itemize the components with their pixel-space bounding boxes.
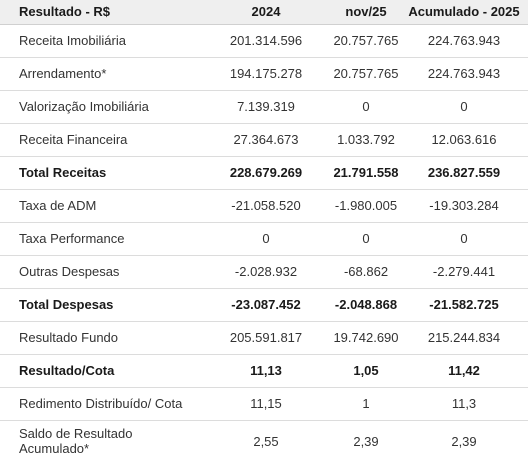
value-acumulado: 11,3	[451, 396, 477, 411]
value-2024: -21.058.520	[231, 198, 301, 213]
value-acumulado: 12.063.616	[431, 132, 497, 147]
value-nov25: 20.757.765	[333, 66, 399, 81]
table-row: Resultado/Cota 11,13 1,05 11,42	[0, 354, 528, 387]
value-nov25: 1	[362, 396, 370, 411]
value-acumulado: -19.303.284	[429, 198, 499, 213]
row-label: Saldo de Resultado Acumulado*	[19, 426, 133, 457]
value-acumulado: 224.763.943	[427, 33, 501, 48]
value-acumulado: -2.279.441	[432, 264, 496, 279]
value-2024: 11,15	[250, 396, 282, 411]
value-acumulado: 215.244.834	[427, 330, 501, 345]
row-label: Arrendamento*	[19, 66, 107, 81]
row-label: Receita Imobiliária	[19, 33, 126, 48]
value-2024: 2,55	[253, 433, 279, 449]
value-nov25: 21.791.558	[333, 165, 399, 180]
table-header-row: Resultado - R$ 2024 nov/25 Acumulado - 2…	[0, 0, 528, 25]
value-acumulado: 2,39	[451, 433, 477, 449]
value-acumulado: 0	[460, 231, 468, 246]
value-nov25: 19.742.690	[333, 330, 399, 345]
value-nov25: 0	[362, 231, 370, 246]
value-2024: 205.591.817	[229, 330, 303, 345]
table-row: Total Despesas -23.087.452 -2.048.868 -21.5…	[0, 288, 528, 321]
table-row: Receita Imobiliária 201.314.596 20.757.765…	[0, 24, 528, 57]
value-acumulado: 236.827.559	[427, 165, 501, 180]
row-label: Redimento Distribuído/ Cota	[19, 396, 183, 411]
row-label: Resultado/Cota	[19, 363, 115, 378]
table-row: Redimento Distribuído/ Cota 11,15 1 11,3	[0, 387, 528, 420]
header-acumulado: Acumulado - 2025	[400, 0, 528, 25]
value-2024: 27.364.673	[233, 132, 299, 147]
value-acumulado: 224.763.943	[427, 66, 501, 81]
value-2024: -2.028.932	[234, 264, 298, 279]
table-row: Total Receitas 228.679.269 21.791.558 236.8…	[0, 156, 528, 189]
table-row: Arrendamento* 194.175.278 20.757.765 224.76…	[0, 57, 528, 90]
value-2024: 7.139.319	[237, 99, 295, 114]
table-row: Valorização Imobiliária 7.139.319 0 0	[0, 90, 528, 123]
value-2024: 194.175.278	[229, 66, 303, 81]
row-label: Total Despesas	[19, 297, 114, 312]
row-label: Total Receitas	[19, 165, 107, 180]
value-nov25: 1.033.792	[337, 132, 395, 147]
table-row: Outras Despesas -2.028.932 -68.862 -2.279.4…	[0, 255, 528, 288]
value-nov25: -1.980.005	[334, 198, 398, 213]
table-row: Receita Financeira 27.364.673 1.033.792 12.…	[0, 123, 528, 156]
value-2024: 201.314.596	[229, 33, 303, 48]
value-2024: -23.087.452	[231, 297, 301, 312]
value-2024: 228.679.269	[229, 165, 303, 180]
table-row: Saldo de Resultado Acumulado* 2,55 2,39 2,39	[0, 420, 528, 462]
header-2024: 2024	[200, 0, 332, 25]
value-acumulado: 11,42	[448, 363, 480, 378]
row-label: Valorização Imobiliária	[19, 99, 149, 114]
row-label: Taxa de ADM	[19, 198, 97, 213]
table-row: Resultado Fundo 205.591.817 19.742.690 215.…	[0, 321, 528, 354]
header-label: Resultado - R$	[0, 0, 200, 25]
row-label: Outras Despesas	[19, 264, 120, 279]
row-label: Resultado Fundo	[19, 330, 119, 345]
value-acumulado: -21.582.725	[429, 297, 499, 312]
value-nov25: -68.862	[343, 264, 389, 279]
value-nov25: 0	[362, 99, 370, 114]
value-2024: 11,13	[250, 363, 282, 378]
value-nov25: 20.757.765	[333, 33, 399, 48]
table-row: Taxa de ADM -21.058.520 -1.980.005 -19.303.…	[0, 189, 528, 222]
value-2024: 0	[262, 231, 270, 246]
table-body: Receita Imobiliária 201.314.596 20.757.765…	[0, 24, 528, 462]
table-row: Taxa Performance 0 0 0	[0, 222, 528, 255]
value-nov25: 1,05	[353, 363, 379, 378]
value-nov25: -2.048.868	[334, 297, 398, 312]
row-label: Receita Financeira	[19, 132, 128, 147]
value-acumulado: 0	[460, 99, 468, 114]
value-nov25: 2,39	[353, 433, 379, 449]
row-label: Taxa Performance	[19, 231, 125, 246]
header-nov25: nov/25	[332, 0, 400, 25]
